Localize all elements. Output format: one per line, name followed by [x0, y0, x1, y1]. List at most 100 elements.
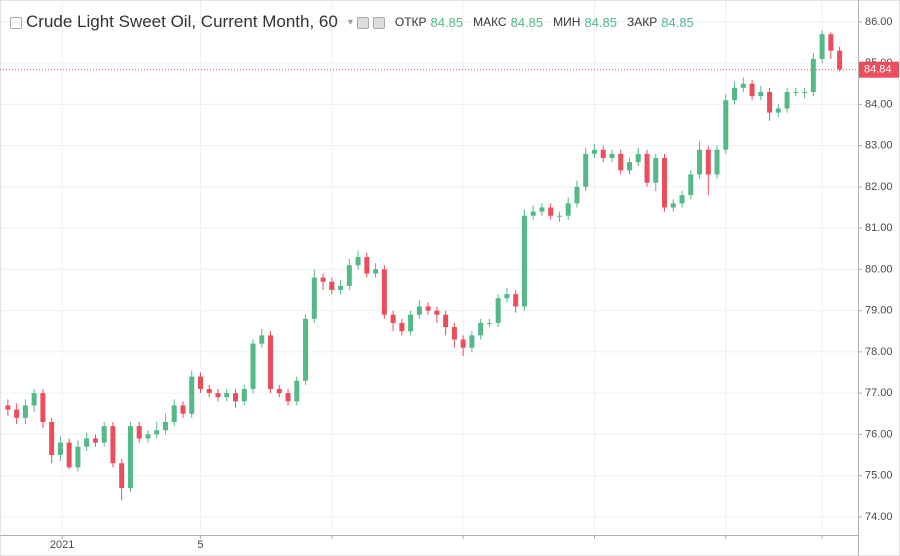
candle-body: [635, 153, 641, 163]
last-price-tag: [859, 61, 899, 78]
candle-body: [723, 100, 729, 150]
candle-body: [662, 157, 668, 208]
candle-body: [5, 405, 11, 410]
dropdown-arrow[interactable]: ▾: [347, 16, 353, 28]
candle-body: [285, 393, 291, 402]
settings-icon[interactable]: [356, 17, 369, 29]
x-tick-label: 2021: [50, 539, 74, 551]
chart-title: Crude Light Sweet Oil, Current Month, 60: [26, 12, 338, 31]
candle-body: [189, 376, 195, 414]
candle-body: [110, 426, 116, 464]
candle-body: [609, 153, 615, 158]
y-tick-label: 78.00: [865, 346, 893, 358]
candle-body: [513, 294, 519, 307]
candle-body: [154, 430, 160, 435]
candle-body: [784, 91, 790, 109]
candle-body: [705, 149, 711, 175]
x-tick-label: 5: [197, 539, 203, 551]
candle-body: [775, 108, 781, 113]
candle-body: [101, 426, 107, 443]
y-tick-label: 82.00: [865, 181, 893, 193]
candle-body: [495, 298, 501, 323]
candle-body: [697, 149, 703, 175]
candle-body: [303, 318, 309, 381]
candle-body: [548, 207, 554, 216]
candle-body: [478, 322, 484, 336]
candle-body: [670, 203, 676, 208]
candle-body: [408, 314, 414, 332]
candle-body: [180, 405, 186, 414]
y-tick-label: 74.00: [865, 511, 893, 523]
candle-body: [539, 207, 545, 212]
candle-body: [338, 285, 344, 290]
candle-body: [206, 388, 212, 394]
y-tick-label: 79.00: [865, 305, 893, 317]
candle-body: [373, 269, 379, 274]
candle-body: [294, 380, 300, 402]
candle-body: [618, 153, 624, 171]
candle-body: [390, 314, 396, 323]
candle-body: [119, 463, 125, 488]
candle-body: [521, 215, 527, 307]
candle-body: [311, 277, 317, 319]
y-tick-label: 80.00: [865, 263, 893, 275]
candle-body: [802, 91, 808, 93]
candle-body: [556, 215, 562, 217]
hide-icon[interactable]: [372, 17, 385, 29]
candle-body: [84, 438, 90, 447]
candle-body: [837, 50, 843, 70]
candle-body: [565, 203, 571, 216]
candle-body: [14, 409, 20, 418]
candle-body: [688, 174, 694, 196]
candle-body: [504, 294, 510, 299]
y-tick-label: 81.00: [865, 222, 893, 234]
candle-body: [320, 277, 326, 282]
y-tick-label: 86.00: [865, 16, 893, 28]
candle-body: [329, 281, 335, 290]
candle-body: [451, 327, 457, 340]
y-tick-label: 76.00: [865, 428, 893, 440]
candle-body: [233, 393, 239, 402]
candle-body: [22, 405, 28, 418]
candle-body: [679, 195, 685, 204]
candle-body: [828, 34, 834, 51]
candle-body: [224, 393, 230, 398]
candle-body: [92, 438, 98, 443]
candle-body: [127, 426, 133, 488]
candle-body: [626, 162, 632, 171]
candle-body: [819, 34, 825, 59]
candle-body: [530, 211, 536, 216]
candle-body: [276, 388, 282, 394]
candle-body: [399, 322, 405, 332]
candle-body: [749, 83, 755, 97]
y-tick-label: 84.00: [865, 98, 893, 110]
candle-body: [364, 256, 370, 274]
candle-body: [574, 186, 580, 204]
candle-body: [732, 87, 738, 101]
candle-body: [215, 393, 221, 398]
candle-body: [425, 306, 431, 311]
legend-value: 84.85: [661, 14, 694, 30]
candle-body: [460, 339, 466, 348]
last-price-label: 84.84: [864, 64, 892, 76]
candle-body: [443, 314, 449, 328]
legend-value: 84.85: [430, 14, 464, 30]
candle-body: [162, 421, 168, 431]
candle-body: [653, 157, 659, 183]
candle-body: [145, 434, 151, 439]
candle-body: [793, 91, 799, 93]
legend-label: ОТКР: [394, 15, 427, 29]
candle-body: [136, 426, 142, 439]
candle-body: [644, 153, 650, 183]
candle-body: [171, 405, 177, 422]
candle-body: [49, 421, 55, 455]
candle-body: [767, 91, 773, 113]
candle-body: [381, 269, 387, 315]
candle-body: [346, 265, 352, 286]
candle-body: [416, 306, 422, 315]
candle-body: [75, 446, 81, 468]
legend-label: МИН: [553, 15, 581, 29]
collapse-icon[interactable]: [10, 17, 22, 29]
candle-body: [583, 153, 589, 187]
